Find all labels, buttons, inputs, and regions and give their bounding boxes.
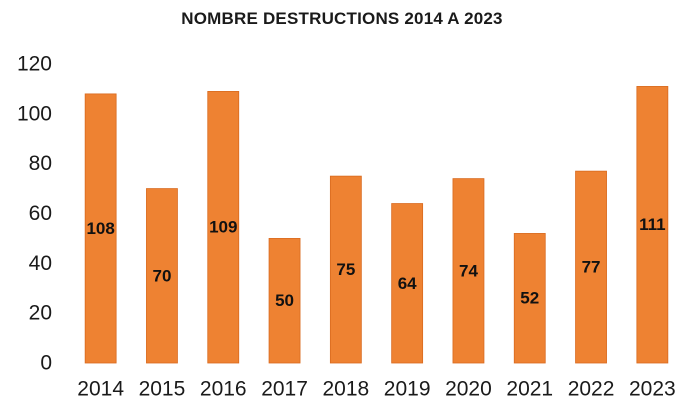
x-tick-label: 2016 (200, 378, 247, 401)
bar-value-label: 52 (520, 289, 539, 308)
x-tick-label: 2014 (77, 378, 124, 401)
bar-value-label: 109 (209, 218, 237, 237)
bar-2023 (636, 86, 669, 364)
y-tick-label: 80 (29, 152, 52, 175)
bar-2022 (575, 170, 607, 364)
x-tick-label: 2015 (139, 378, 186, 401)
bar-value-label: 64 (398, 274, 417, 293)
bar-value-label: 74 (459, 261, 478, 280)
bar-2016 (207, 91, 240, 364)
bar-value-label: 77 (582, 258, 601, 277)
bar-2021 (513, 233, 546, 364)
x-tick-label: 2023 (629, 378, 676, 401)
bars-group (84, 86, 669, 364)
bar-2015 (146, 188, 178, 364)
x-tick-label: 2021 (506, 378, 553, 401)
y-tick-label: 40 (29, 252, 52, 275)
bar-2019 (391, 203, 424, 364)
bar-value-label: 70 (152, 266, 171, 285)
y-tick-label: 120 (17, 53, 52, 76)
y-tick-label: 20 (29, 302, 52, 325)
bar-2017 (268, 238, 301, 364)
x-tick-label: 2020 (445, 378, 492, 401)
bar-value-labels: 108 70 109 50 75 64 74 52 77 111 (86, 215, 665, 310)
x-tick-label: 2017 (261, 378, 308, 401)
bar-value-label: 75 (336, 260, 355, 279)
x-tick-label: 2022 (568, 378, 615, 401)
y-tick-label: 60 (29, 202, 52, 225)
y-tick-label: 100 (17, 102, 52, 125)
x-tick-label: 2019 (384, 378, 431, 401)
bar-value-label: 108 (86, 219, 114, 238)
x-axis-ticks: 2014 2015 2016 2017 2018 2019 2020 2021 2022 2023 (77, 378, 675, 401)
bar-2014 (84, 93, 117, 364)
x-tick-label: 2018 (322, 378, 369, 401)
bar-2020 (452, 178, 485, 364)
y-axis-ticks: 0 20 40 60 80 100 120 (17, 53, 52, 375)
bar-value-label: 111 (639, 215, 666, 234)
bar-2018 (329, 175, 362, 364)
y-tick-label: 0 (40, 352, 52, 375)
chart-title: NOMBRE DESTRUCTIONS 2014 A 2023 (181, 9, 503, 28)
bar-value-label: 50 (275, 291, 294, 310)
